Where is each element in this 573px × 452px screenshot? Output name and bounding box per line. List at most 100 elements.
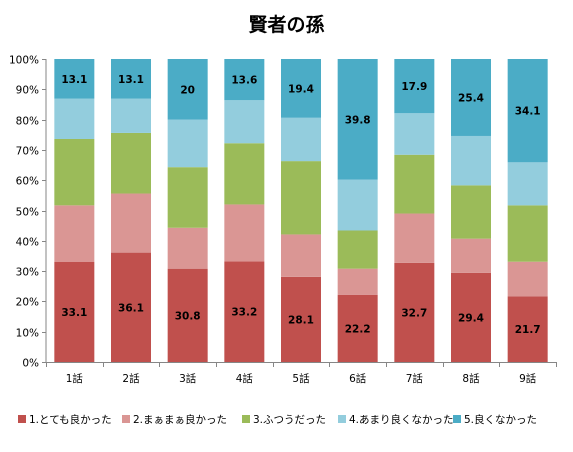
bar-segment (451, 135, 491, 186)
bar-segment (224, 204, 265, 262)
data-label: 17.9 (401, 81, 427, 93)
bar-segment (167, 59, 208, 120)
y-tick-label: 20% (16, 297, 39, 309)
x-tick-label: 3話 (179, 372, 197, 385)
bar-segment (451, 272, 491, 362)
legend-item: 3.ふつうだった (242, 410, 326, 428)
data-label: 22.2 (345, 323, 371, 335)
data-label: 32.7 (401, 307, 427, 319)
legend-label: 2.まぁまぁ良かった (133, 413, 228, 426)
x-tick-label: 8話 (462, 372, 480, 385)
x-tick-label: 1話 (66, 372, 84, 385)
bar-segment (224, 59, 265, 101)
data-label: 13.6 (231, 75, 257, 87)
bar-segment (281, 117, 321, 162)
data-label: 33.2 (231, 307, 257, 319)
y-tick-label: 40% (16, 237, 39, 249)
legend-label: 4.あまり良くなかった (349, 413, 454, 426)
bar-segment (507, 205, 548, 262)
bar-segment (54, 205, 95, 262)
y-tick-label: 100% (9, 55, 39, 67)
bar-segment (224, 261, 265, 362)
bar-segment (337, 59, 378, 180)
legend-item: 5.良くなかった (453, 410, 537, 428)
bar-segment (451, 59, 491, 136)
data-label: 39.8 (345, 114, 371, 126)
y-tick-label: 60% (16, 176, 39, 188)
legend-item: 1.とても良かった (18, 410, 112, 428)
bar-segment (224, 143, 265, 205)
x-tick-label: 7話 (406, 372, 424, 385)
bar-segment (54, 138, 95, 206)
bar-segment (281, 234, 321, 277)
legend-item: 4.あまり良くなかった (338, 410, 454, 428)
bar-segment (281, 59, 321, 118)
bar-segment (111, 193, 151, 253)
legend-label: 5.良くなかった (464, 413, 538, 426)
data-label: 34.1 (515, 106, 541, 118)
x-tick-label: 6話 (349, 372, 367, 385)
bar-segment (111, 98, 151, 133)
bar-segment (167, 119, 208, 168)
data-label: 13.1 (61, 74, 87, 86)
bar-segment (507, 59, 548, 163)
bar-segment (451, 238, 491, 273)
legend-swatch (338, 415, 346, 423)
bar-segment (111, 132, 151, 194)
bar-segment (337, 230, 378, 269)
y-tick-label: 80% (16, 116, 39, 128)
legend: 1.とても良かった 2.まぁまぁ良かった 3.ふつうだった 4.あまり良くなかった 5.… (18, 410, 568, 428)
x-tick-label: 5話 (292, 372, 310, 385)
data-label: 36.1 (118, 302, 144, 314)
bar-segment (111, 252, 151, 362)
bar-segment (167, 167, 208, 228)
bar-segment (54, 59, 95, 99)
legend-swatch (122, 415, 130, 423)
chart-title: 賢者の孫 (248, 14, 325, 36)
data-label: 20 (180, 84, 195, 96)
y-tick-label: 0% (22, 358, 39, 370)
data-label: 19.4 (288, 83, 314, 95)
bar-segment (54, 261, 95, 362)
bar-segment (281, 161, 321, 235)
legend-swatch (242, 415, 250, 423)
bar-segment (507, 162, 548, 206)
data-label: 33.1 (61, 307, 87, 319)
y-tick-label: 50% (16, 207, 39, 219)
y-tick-label: 90% (16, 85, 39, 97)
bar-segment (224, 100, 265, 144)
x-tick-label: 2話 (122, 372, 140, 385)
legend-item: 2.まぁまぁ良かった (122, 410, 227, 428)
bar-segment (337, 268, 378, 295)
bar-segment (394, 154, 435, 214)
legend-label: 3.ふつうだった (253, 413, 327, 426)
data-label: 29.4 (458, 312, 484, 324)
bar-segment (394, 59, 435, 114)
bar-segment (394, 213, 435, 263)
data-label: 28.1 (288, 314, 314, 326)
data-label: 25.4 (458, 92, 484, 104)
y-tick-label: 10% (16, 328, 39, 340)
bar-segment (54, 98, 95, 139)
y-tick-label: 30% (16, 267, 39, 279)
bar-segment (507, 261, 548, 297)
data-label: 30.8 (175, 310, 201, 322)
data-label: 13.1 (118, 74, 144, 86)
bar-segment (451, 185, 491, 239)
legend-label: 1.とても良かった (29, 413, 112, 426)
bar-segment (337, 294, 378, 362)
x-tick-label: 9話 (519, 372, 537, 385)
bar-segment (394, 113, 435, 155)
bar-segment (394, 262, 435, 362)
legend-swatch (453, 415, 461, 423)
data-label: 21.7 (515, 324, 541, 336)
bar-segment (111, 59, 151, 99)
bar-segment (507, 296, 548, 362)
bar-segment (167, 268, 208, 362)
bar-segment (337, 179, 378, 231)
y-tick-label: 70% (16, 146, 39, 158)
bar-segment (167, 227, 208, 269)
bar-segment (281, 276, 321, 362)
x-tick-label: 4話 (236, 372, 254, 385)
